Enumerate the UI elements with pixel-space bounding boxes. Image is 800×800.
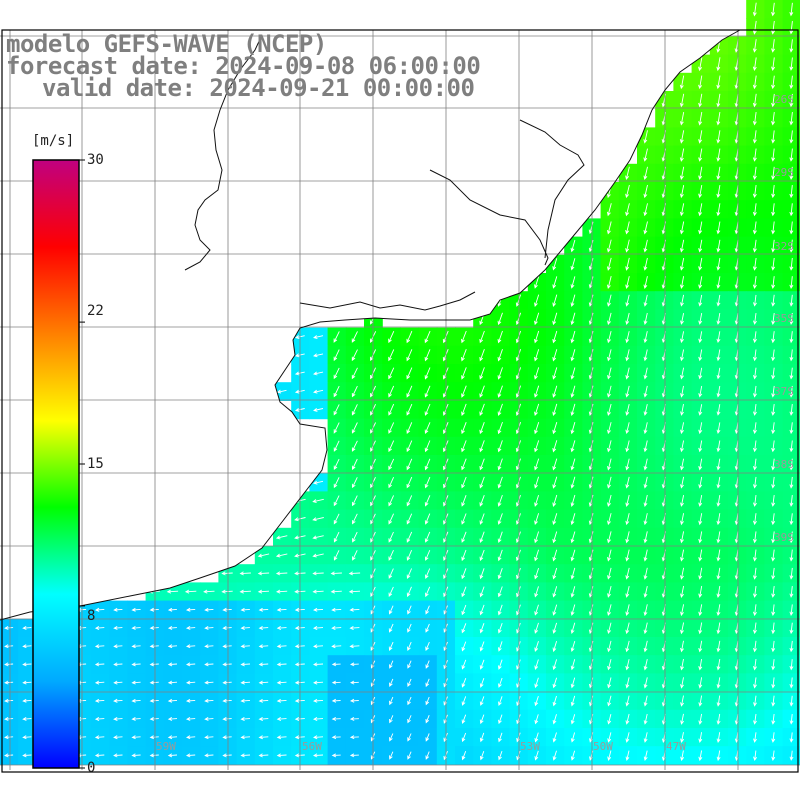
title-forecast-date: forecast date: 2024-09-08 06:00:00: [6, 52, 481, 80]
colorbar-tick-8: 8: [87, 608, 96, 624]
colorbar-unit: [m/s]: [32, 133, 75, 149]
lon-label: 50W: [593, 740, 613, 753]
lat-label: 35S: [774, 312, 794, 325]
title-valid-date: valid date: 2024-09-21 00:00:00: [42, 74, 475, 102]
lon-label: 59W: [156, 740, 176, 753]
lon-label: 56W: [302, 740, 322, 753]
wind-vectors: [4, 2, 794, 762]
title-model: modelo GEFS-WAVE (NCEP): [6, 30, 327, 58]
colorbar-tick-22: 22: [87, 303, 104, 319]
lon-label: 47W: [666, 740, 686, 753]
colorbar-tick-0: 0: [87, 760, 96, 776]
lat-lon-grid: [0, 29, 800, 773]
lat-label: 39S: [774, 531, 794, 544]
colorbar: [32, 159, 85, 769]
lat-label: 38S: [774, 458, 794, 471]
lat-label: 29S: [774, 166, 794, 179]
lat-label: 32S: [774, 240, 794, 253]
lat-label: 26S: [774, 93, 794, 106]
colorbar-tick-30: 30: [87, 152, 104, 168]
colorbar-tick-15: 15: [87, 456, 104, 472]
lon-label: 53W: [520, 740, 540, 753]
coastline: [0, 29, 741, 621]
country-border: [184, 34, 585, 311]
land-area: [0, 0, 740, 620]
lat-label: 37S: [774, 385, 794, 398]
